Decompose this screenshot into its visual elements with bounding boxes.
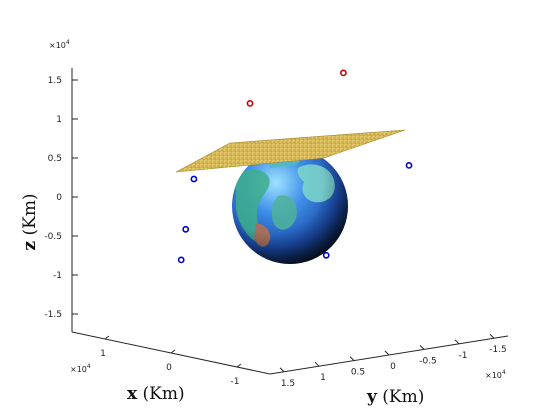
z-ticks: 1.5 1 0.5 0 -0.5 -1 -1.5 — [44, 76, 78, 320]
x-ticks: 1 0 -1 — [100, 335, 242, 387]
satellite-marker-s0-p0 — [246, 100, 254, 107]
y-tick-mark — [279, 367, 285, 373]
z-multiplier: ×104 — [49, 39, 70, 50]
equatorial-plane — [175, 129, 406, 173]
y-tick-label: 1 — [320, 373, 326, 383]
y-tick-label: -0.5 — [419, 356, 437, 366]
x-tick-label: 1 — [100, 349, 106, 359]
y-tick-mark — [489, 333, 495, 339]
y-tick-label: 0.5 — [351, 368, 365, 378]
y-tick-label: 1.5 — [281, 379, 295, 389]
y-tick-label: -1 — [459, 351, 468, 361]
x-tick-mark — [236, 363, 242, 368]
satellite-marker-s1-p4 — [322, 251, 330, 259]
z-axis-label: z (Km) — [20, 193, 40, 250]
z-tick-label: -1 — [53, 271, 62, 281]
z-tick-label: -0.5 — [44, 232, 62, 242]
z-tick-label: 0.5 — [48, 154, 62, 164]
satellite-marker-s0-p1 — [339, 69, 347, 77]
y-tick-mark — [419, 345, 425, 350]
x-tick-mark — [104, 335, 110, 340]
x-axis-label: x (Km) — [127, 384, 185, 404]
z-tick-label: 1 — [56, 115, 62, 125]
z-tick-label: 1.5 — [48, 76, 62, 86]
z-tick-label: -1.5 — [44, 310, 62, 320]
satellite-marker-s1-p0 — [190, 175, 198, 183]
satellite-marker-s1-p1 — [182, 225, 190, 233]
satellite-marker-s1-p2 — [177, 256, 185, 264]
satellite-markers — [177, 69, 413, 264]
x-tick-label: -1 — [231, 377, 240, 387]
y-tick-mark — [314, 361, 320, 367]
y-tick-mark — [349, 356, 355, 361]
y-multiplier: ×104 — [485, 369, 506, 380]
y-axis-label: y (Km) — [366, 387, 424, 407]
y-ticks: 1.5 1 0.5 0 -0.5 -1 -1.5 — [279, 333, 507, 389]
x-multiplier: ×104 — [70, 363, 91, 374]
earth-sphere — [232, 148, 348, 264]
x-tick-mark — [170, 349, 176, 354]
satellite-marker-s1-p3 — [405, 161, 413, 169]
y-tick-mark — [454, 339, 460, 345]
y-tick-mark — [384, 350, 390, 356]
y-tick-label: -1.5 — [489, 345, 507, 355]
y-tick-label: 0 — [390, 362, 396, 372]
z-tick-label: 0 — [56, 193, 62, 203]
x-tick-label: 0 — [166, 363, 172, 373]
